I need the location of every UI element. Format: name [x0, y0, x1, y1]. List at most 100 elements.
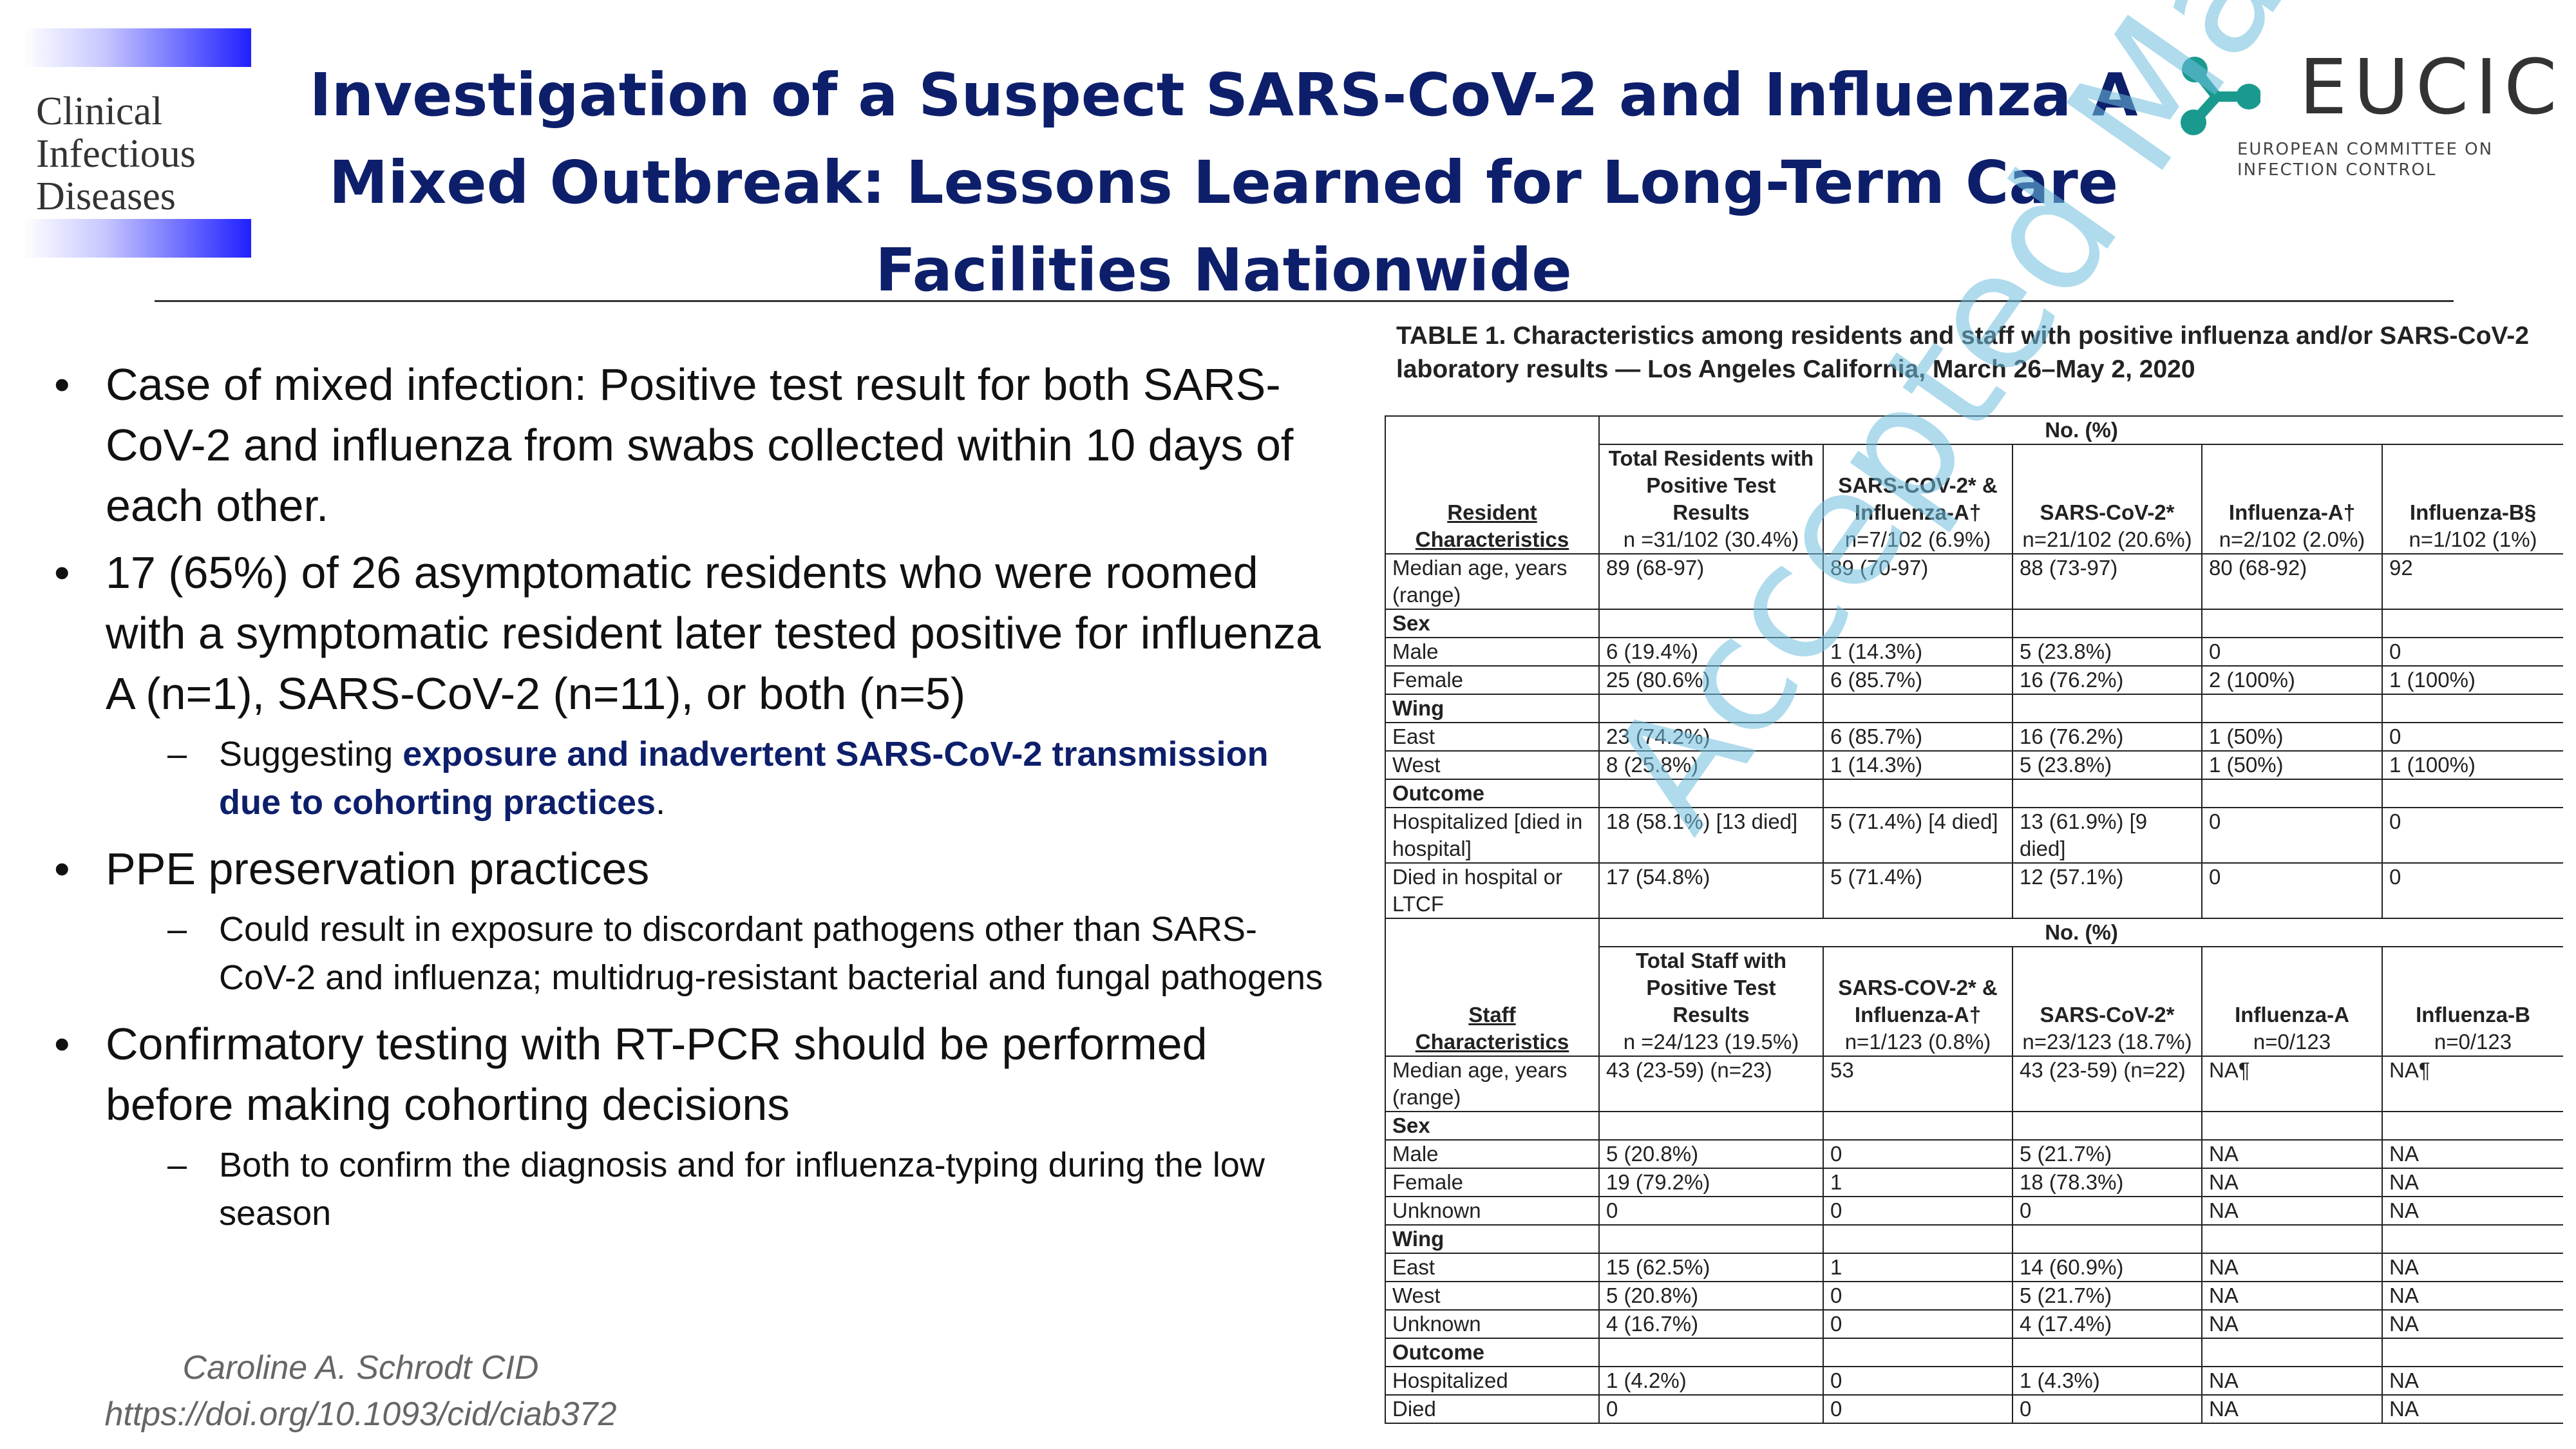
- column-header: Influenza-B§ n=1/102 (1%): [2381, 444, 2563, 554]
- row-label: Unknown: [1385, 1309, 1600, 1339]
- sub-bullet-confirmatory: – Both to confirm the diagnosis and for i…: [45, 1141, 1333, 1238]
- table-section-row: Wing: [1385, 1224, 2563, 1254]
- table-cell: 43 (23-59) (n=22): [2012, 1056, 2202, 1112]
- table-cell: 0: [1823, 1281, 2013, 1311]
- table-cell: [1598, 609, 1824, 638]
- row-label: West: [1385, 1281, 1600, 1311]
- no-pct-header: No. (%): [1598, 918, 2563, 947]
- table-cell: [1598, 1338, 1824, 1367]
- table-cell: [2381, 779, 2563, 808]
- table-cell: [2012, 1224, 2202, 1254]
- table-cell: 5 (71.4%) [4 died]: [1823, 807, 2013, 864]
- row-label: West: [1385, 750, 1600, 780]
- sub-bullet-cohorting: – Suggesting exposure and inadvertent SAR…: [45, 730, 1333, 827]
- table-cell: 0: [1823, 1139, 2013, 1169]
- table-row: West 5 (20.8%) 0 5 (21.7%) NA NA: [1385, 1281, 2563, 1311]
- eucic-name: EUCIC: [2299, 43, 2564, 131]
- table-section-row: Outcome: [1385, 779, 2563, 808]
- table-cell: 5 (23.8%): [2012, 637, 2202, 667]
- eucic-subtitle: EUROPEAN COMMITTEE ON INFECTION CONTROL: [2237, 140, 2494, 180]
- table-cell: 18 (78.3%): [2012, 1168, 2202, 1197]
- row-label: Hospitalized: [1385, 1366, 1600, 1396]
- table-cell: NA: [2201, 1366, 2383, 1396]
- section-label: Sex: [1385, 1111, 1600, 1141]
- table-cell: 0: [1598, 1394, 1824, 1424]
- bullet-confirmatory-testing: • Confirmatory testing with RT-PCR should…: [45, 1014, 1333, 1135]
- row-label: Male: [1385, 1139, 1600, 1169]
- table-cell: 0: [2381, 722, 2563, 752]
- table-cell: [1823, 694, 2013, 723]
- table-header-row: Staff Characteristics No. (%): [1385, 918, 2563, 1057]
- table-section-row: Outcome: [1385, 1338, 2563, 1367]
- sub-bullet-dash: –: [167, 910, 187, 949]
- table-cell: [1823, 1338, 2013, 1367]
- table-cell: 1 (50%): [2201, 722, 2383, 752]
- table-cell: [2381, 694, 2563, 723]
- table-section-row: Sex: [1385, 1111, 2563, 1141]
- table-cell: 88 (73-97): [2012, 553, 2202, 610]
- column-header: SARS-COV-2* & Influenza-A† n=7/102 (6.9%): [1823, 444, 2013, 554]
- table-cell: 0: [1823, 1309, 2013, 1339]
- table-cell: [1598, 694, 1824, 723]
- section-label: Outcome: [1385, 1338, 1600, 1367]
- table-cell: 1 (14.3%): [1823, 637, 2013, 667]
- table-cell: 5 (23.8%): [2012, 750, 2202, 780]
- table-cell: NA: [2381, 1139, 2563, 1169]
- table-cell: 89 (68-97): [1598, 553, 1824, 610]
- table-cell: [2012, 694, 2202, 723]
- table-row: East 15 (62.5%) 1 14 (60.9%) NA NA: [1385, 1253, 2563, 1282]
- table-cell: 0: [2381, 862, 2563, 919]
- table-cell: [2012, 1338, 2202, 1367]
- table-cell: NA: [2381, 1366, 2563, 1396]
- table-cell: NA: [2201, 1196, 2383, 1226]
- table-cell: NA: [2201, 1281, 2383, 1311]
- table-cell: [2381, 1338, 2563, 1367]
- table-cell: 4 (16.7%): [1598, 1309, 1824, 1339]
- logo-text: Clinical Infectious Diseases: [36, 90, 196, 218]
- table-row: Unknown 0 0 0 NA NA: [1385, 1196, 2563, 1226]
- table-cell: [1598, 1111, 1824, 1141]
- table-row: Female 19 (79.2%) 1 18 (78.3%) NA NA: [1385, 1168, 2563, 1197]
- row-label: Median age, years (range): [1385, 1056, 1600, 1112]
- citation-credit: Caroline A. Schrodt CID https://doi.org/…: [77, 1345, 644, 1437]
- row-label: Unknown: [1385, 1196, 1600, 1226]
- section-label: Outcome: [1385, 779, 1600, 808]
- table-section-row: Sex: [1385, 609, 2563, 638]
- column-header: SARS-CoV-2* n=21/102 (20.6%): [2012, 444, 2202, 554]
- table-cell: [2201, 694, 2383, 723]
- bullet-dot: •: [54, 547, 70, 598]
- table-cell: 17 (54.8%): [1598, 862, 1824, 919]
- row-label: East: [1385, 722, 1600, 752]
- bullet-list: • Case of mixed infection: Positive test …: [45, 354, 1333, 1249]
- table-cell: [2201, 1338, 2383, 1367]
- eucic-logo: EUCIC EUROPEAN COMMITTEE ON INFECTION CO…: [2177, 39, 2557, 187]
- sub-bullet-ppe: – Could result in exposure to discordant …: [45, 905, 1333, 1002]
- table-cell: NA: [2381, 1196, 2563, 1226]
- bullet-dot: •: [54, 1019, 70, 1069]
- slide-title: Investigation of a Suspect SARS-CoV-2 an…: [309, 61, 2138, 305]
- table-cell: 1 (50%): [2201, 750, 2383, 780]
- table-row: East 23 (74.2%) 6 (85.7%) 16 (76.2%) 1 (50%)…: [1385, 722, 2563, 752]
- table-cell: 89 (70-97): [1823, 553, 2013, 610]
- table-cell: 16 (76.2%): [2012, 665, 2202, 695]
- table-cell: 5 (21.7%): [2012, 1139, 2202, 1169]
- table-cell: NA¶: [2381, 1056, 2563, 1112]
- table-cell: 1 (4.3%): [2012, 1366, 2202, 1396]
- no-pct-header: No. (%): [1598, 415, 2563, 445]
- row-label: Male: [1385, 637, 1600, 667]
- table-cell: NA: [2201, 1139, 2383, 1169]
- table-cell: 16 (76.2%): [2012, 722, 2202, 752]
- table-cell: 1: [1823, 1168, 2013, 1197]
- table-cell: 5 (20.8%): [1598, 1139, 1824, 1169]
- table-row: Male 5 (20.8%) 0 5 (21.7%) NA NA: [1385, 1139, 2563, 1169]
- table-cell: 8 (25.8%): [1598, 750, 1824, 780]
- table-cell: 19 (79.2%): [1598, 1168, 1824, 1197]
- bullet-mixed-infection: • Case of mixed infection: Positive test …: [45, 354, 1333, 536]
- table-cell: [1823, 609, 2013, 638]
- table-cell: [2012, 1111, 2202, 1141]
- table-cell: 0: [2201, 637, 2383, 667]
- table-row: Hospitalized 1 (4.2%) 0 1 (4.3%) NA NA: [1385, 1366, 2563, 1396]
- table-cell: NA: [2381, 1394, 2563, 1424]
- table-cell: NA: [2201, 1168, 2383, 1197]
- bullet-dot: •: [54, 844, 70, 894]
